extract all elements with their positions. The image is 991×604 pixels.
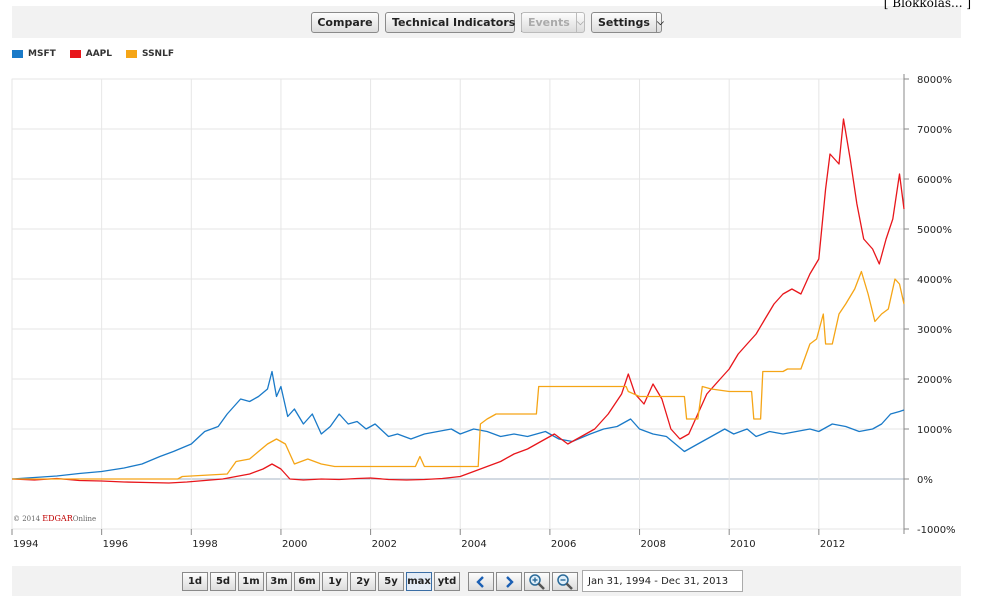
chevron-down-icon[interactable]: ⌵ bbox=[575, 13, 584, 32]
x-tick-label: 2012 bbox=[820, 539, 845, 550]
legend-label-msft: MSFT bbox=[28, 49, 56, 59]
chevron-left-icon bbox=[476, 575, 484, 588]
technical-indicators-label: Technical Indicators bbox=[392, 16, 516, 29]
credit-suffix: Online bbox=[72, 515, 97, 523]
legend-item-ssnlf[interactable]: SSNLF bbox=[126, 49, 174, 59]
legend-label-ssnlf: SSNLF bbox=[142, 49, 174, 59]
y-tick-label: 1000% bbox=[917, 425, 952, 436]
events-label: Events bbox=[528, 16, 570, 29]
technical-indicators-button[interactable]: Technical Indicators ⌵ bbox=[385, 12, 529, 33]
x-tick-label: 2006 bbox=[551, 539, 576, 550]
y-tick-label: -1000% bbox=[917, 525, 956, 536]
range-button-ytd[interactable]: ytd bbox=[434, 572, 460, 591]
pan-left-button[interactable] bbox=[468, 572, 494, 591]
plot-frame bbox=[11, 78, 905, 530]
compare-label: Compare bbox=[317, 16, 373, 29]
legend-item-aapl[interactable]: AAPL bbox=[69, 49, 112, 59]
x-tick-label: 2002 bbox=[372, 539, 397, 550]
settings-button[interactable]: Settings ⌵ bbox=[591, 12, 664, 33]
y-tick-label: 7000% bbox=[917, 125, 952, 136]
range-button-max[interactable]: max bbox=[406, 572, 432, 591]
range-button-5y[interactable]: 5y bbox=[378, 572, 404, 591]
range-button-6m[interactable]: 6m bbox=[294, 572, 320, 591]
range-button-1d[interactable]: 1d bbox=[182, 572, 208, 591]
x-tick-label: 2010 bbox=[730, 539, 755, 550]
zoom-out-button[interactable] bbox=[552, 572, 578, 591]
x-tick-label: 1996 bbox=[103, 539, 128, 550]
pan-right-button[interactable] bbox=[496, 572, 522, 591]
y-tick-label: 2000% bbox=[917, 375, 952, 386]
x-tick-label: 2008 bbox=[641, 539, 666, 550]
price-comparison-chart[interactable]: 8000% 7000% 6000% 5000% 4000% 3000% 2000% 1000%… bbox=[0, 60, 991, 560]
legend-item-msft[interactable]: MSFT bbox=[12, 49, 56, 59]
corner-status-text: [ Blokkolás... ] bbox=[883, 0, 971, 10]
chevron-down-icon[interactable]: ⌵ bbox=[655, 13, 664, 32]
y-tick-label: 4000% bbox=[917, 275, 952, 286]
range-button-3m[interactable]: 3m bbox=[266, 572, 292, 591]
series-line-ssnlf bbox=[12, 270, 905, 480]
y-tick-label: 3000% bbox=[917, 325, 952, 336]
chevron-right-icon bbox=[506, 575, 514, 588]
zoom-in-button[interactable] bbox=[524, 572, 550, 591]
credit-prefix: © 2014 bbox=[13, 515, 41, 523]
x-tick-label: 2000 bbox=[282, 539, 307, 550]
zoom-in-icon bbox=[529, 574, 545, 590]
legend-swatch-msft bbox=[12, 50, 23, 58]
date-range-field[interactable]: Jan 31, 1994 - Dec 31, 2013 bbox=[582, 570, 743, 592]
credit-brand: EDGAR bbox=[42, 514, 73, 523]
settings-label: Settings bbox=[598, 16, 650, 29]
x-tick-label: 1998 bbox=[192, 539, 217, 550]
range-button-2y[interactable]: 2y bbox=[350, 572, 376, 591]
y-tick-label: 8000% bbox=[917, 75, 952, 86]
events-button[interactable]: Events ⌵ bbox=[521, 12, 585, 33]
legend-swatch-aapl bbox=[69, 50, 81, 58]
series-line-aapl bbox=[11, 118, 905, 484]
series-line-msft bbox=[11, 370, 905, 480]
legend-label-aapl: AAPL bbox=[85, 49, 112, 59]
y-tick-label: 0% bbox=[917, 475, 933, 486]
range-button-1m[interactable]: 1m bbox=[238, 572, 264, 591]
y-tick-label: 5000% bbox=[917, 225, 952, 236]
chart-credit: © 2014 EDGAROnline bbox=[13, 514, 96, 523]
zoom-out-icon bbox=[557, 574, 573, 590]
chart-legend: MSFT AAPL SSNLF bbox=[12, 49, 174, 59]
y-tick-label: 6000% bbox=[917, 175, 952, 186]
compare-button[interactable]: Compare bbox=[311, 12, 379, 33]
legend-swatch-ssnlf bbox=[126, 50, 137, 58]
range-button-5d[interactable]: 5d bbox=[210, 572, 236, 591]
x-tick-label: 1994 bbox=[13, 539, 38, 550]
x-tick-label: 2004 bbox=[461, 539, 486, 550]
range-button-1y[interactable]: 1y bbox=[322, 572, 348, 591]
